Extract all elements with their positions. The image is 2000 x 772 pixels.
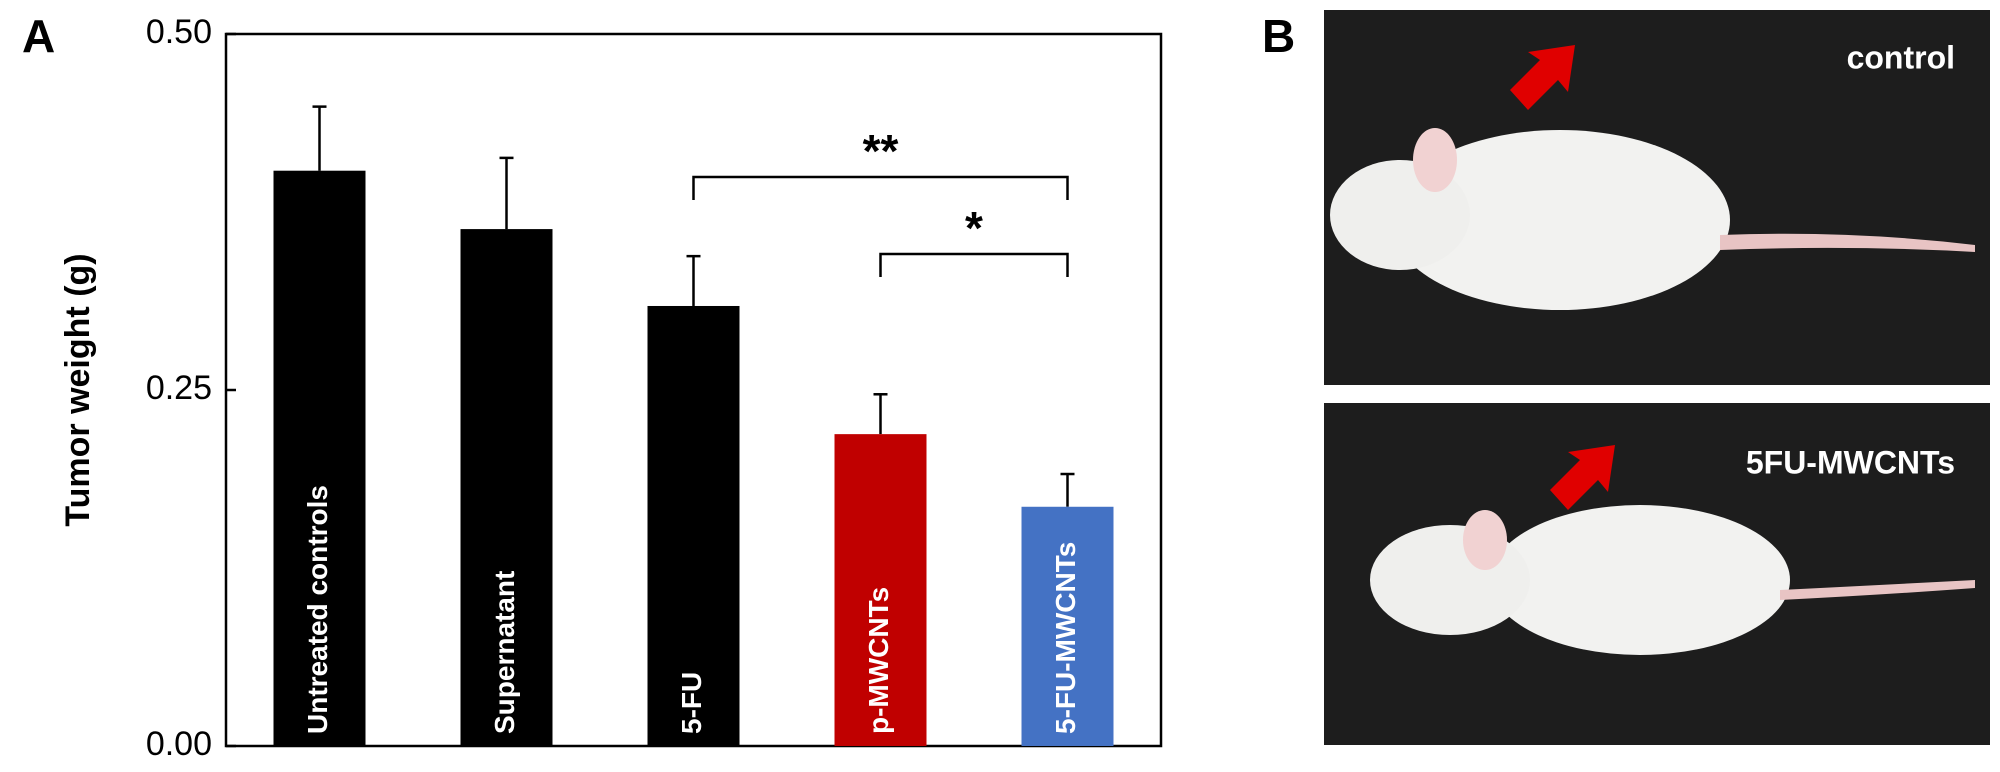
bar — [460, 229, 553, 746]
panel-label: A — [22, 10, 55, 62]
significance-label: * — [965, 202, 983, 254]
significance-bracket — [879, 252, 1069, 277]
photo-label: 5FU-MWCNTs — [1746, 444, 1955, 480]
category-label: Untreated controls — [302, 485, 333, 734]
y-tick-label: 0.25 — [146, 369, 212, 407]
bar — [273, 170, 366, 747]
category-label: p-MWCNTs — [863, 587, 894, 734]
significance-label: ** — [863, 125, 899, 177]
category-label: Supernatant — [489, 571, 520, 734]
y-axis-label: Tumor weight (g) — [59, 253, 97, 526]
photo: control — [1324, 10, 1990, 385]
photo-label: control — [1847, 39, 1955, 75]
y-tick-label: 0.00 — [146, 725, 212, 763]
bar — [1021, 506, 1114, 746]
bar — [647, 305, 740, 746]
photo: 5FU-MWCNTs — [1324, 403, 1990, 745]
category-label: 5-FU — [676, 672, 707, 734]
significance-bracket — [692, 175, 1069, 200]
category-label: 5-FU-MWCNTs — [1050, 542, 1081, 734]
y-tick-label: 0.50 — [146, 13, 212, 51]
bar — [834, 434, 927, 746]
panel-label: B — [1262, 10, 1295, 62]
